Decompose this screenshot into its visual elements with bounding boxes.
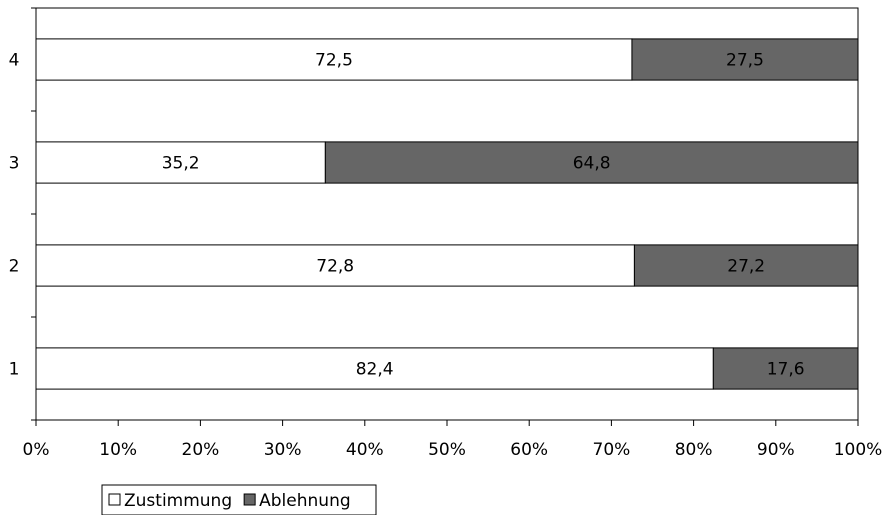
bars-group	[35, 38, 859, 390]
data-label-zustimmung-4: 72,5	[315, 51, 353, 71]
data-labels-group: 82,4 17,6 72,8 27,2 35,2 64,8 72,5 27,5	[162, 51, 805, 380]
x-tick-label: 60%	[510, 440, 548, 460]
legend-swatch-zustimmung	[108, 493, 121, 506]
data-label-zustimmung-3: 35,2	[162, 154, 200, 174]
x-axis: 0% 10% 20% 30% 40% 50% 60% 70% 80% 90% 100%	[23, 420, 883, 460]
bar-ablehnung-2	[633, 244, 859, 287]
y-tick-label: 2	[9, 257, 20, 277]
x-tick-label: 30%	[264, 440, 302, 460]
data-label-ablehnung-1: 17,6	[767, 360, 805, 380]
x-tick-label: 20%	[182, 440, 220, 460]
legend-label-zustimmung: Zustimmung	[124, 491, 232, 511]
bar-ablehnung-4	[631, 38, 859, 81]
x-tick-label: 80%	[675, 440, 713, 460]
data-label-ablehnung-4: 27,5	[726, 51, 764, 71]
data-label-zustimmung-1: 82,4	[356, 360, 394, 380]
data-label-ablehnung-2: 27,2	[727, 257, 765, 277]
legend-box	[101, 484, 377, 515]
x-tick-label: 0%	[23, 440, 50, 460]
bar-ablehnung-3	[324, 141, 859, 184]
data-label-zustimmung-2: 72,8	[316, 257, 354, 277]
bar-zustimmung-4	[35, 38, 633, 81]
bar-ablehnung-1	[712, 347, 859, 390]
x-tick-label: 10%	[99, 440, 137, 460]
x-tick-label: 50%	[428, 440, 466, 460]
y-tick-label: 3	[9, 154, 20, 174]
legend-swatch-ablehnung	[243, 493, 256, 506]
legend-label-ablehnung: Ablehnung	[259, 491, 351, 511]
bar-zustimmung-3	[35, 141, 326, 184]
x-tick-label: 70%	[593, 440, 631, 460]
x-tick-label: 90%	[757, 440, 795, 460]
bar-zustimmung-1	[35, 347, 714, 390]
data-label-ablehnung-3: 64,8	[573, 154, 611, 174]
x-tick-label: 100%	[834, 440, 883, 460]
y-axis: 1 2 3 4	[9, 7, 36, 421]
y-tick-label: 4	[9, 51, 20, 71]
legend: Zustimmung Ablehnung	[101, 484, 377, 515]
y-tick-label: 1	[9, 360, 20, 380]
x-tick-label: 40%	[346, 440, 384, 460]
